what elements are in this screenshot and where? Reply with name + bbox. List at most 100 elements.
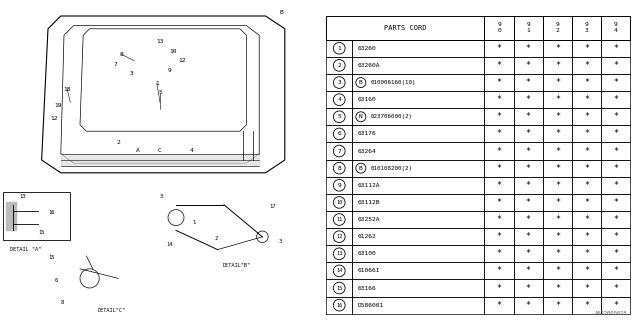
Text: 6: 6 [337,132,341,136]
Text: 1: 1 [337,46,341,51]
Text: *: * [584,198,589,207]
Text: 9: 9 [168,68,172,73]
Text: *: * [613,129,618,139]
Text: 14: 14 [166,243,173,247]
Text: 15: 15 [48,255,54,260]
Text: 010006160(10): 010006160(10) [370,80,415,85]
Text: 9
0: 9 0 [497,22,501,33]
Text: 9
2: 9 2 [556,22,559,33]
Text: 12: 12 [179,58,186,63]
Text: *: * [497,215,502,224]
Text: *: * [526,129,531,139]
Text: *: * [555,95,560,104]
Text: 16: 16 [336,303,342,308]
Text: C: C [158,148,162,153]
Text: *: * [613,301,618,310]
Text: 9
3: 9 3 [585,22,589,33]
Text: DETAIL"B": DETAIL"B" [223,263,251,268]
Text: *: * [526,95,531,104]
Text: *: * [613,181,618,190]
Text: *: * [584,249,589,258]
Text: DETAIL"C": DETAIL"C" [98,308,126,313]
Text: *: * [497,147,502,156]
Text: *: * [613,249,618,258]
Text: *: * [526,232,531,241]
Text: PARTS CORD: PARTS CORD [384,25,427,31]
Text: 63112A: 63112A [358,183,380,188]
Text: B: B [359,80,363,85]
Text: 12: 12 [336,234,342,239]
Text: *: * [584,164,589,173]
Text: 1: 1 [192,220,195,225]
Text: *: * [526,112,531,121]
Text: *: * [555,232,560,241]
Text: 11: 11 [336,217,342,222]
Text: 63264: 63264 [358,148,376,154]
Text: 12: 12 [51,116,58,121]
Text: *: * [497,61,502,70]
Text: A622000028: A622000028 [595,311,627,316]
Text: 2: 2 [337,63,341,68]
Text: *: * [584,129,589,139]
Text: *: * [526,147,531,156]
Text: N: N [359,114,363,119]
Text: 63160: 63160 [358,97,376,102]
Text: 5: 5 [337,114,341,119]
Text: 63176: 63176 [358,132,376,136]
Text: 9
4: 9 4 [614,22,618,33]
Text: 61262: 61262 [358,234,376,239]
Text: *: * [497,164,502,173]
Text: *: * [555,267,560,276]
Text: *: * [613,147,618,156]
Text: *: * [526,164,531,173]
Text: *: * [526,61,531,70]
Text: *: * [497,181,502,190]
Text: 1: 1 [155,81,159,86]
Text: 8: 8 [337,166,341,171]
Text: 010108200(2): 010108200(2) [370,166,412,171]
Text: 2: 2 [116,140,120,145]
Text: *: * [555,78,560,87]
Text: 15: 15 [38,230,45,235]
Text: *: * [555,112,560,121]
Text: 63260A: 63260A [358,63,380,68]
Text: *: * [526,78,531,87]
Text: *: * [613,44,618,53]
Text: 10: 10 [336,200,342,205]
Text: *: * [613,164,618,173]
Text: 63252A: 63252A [358,217,380,222]
Text: 9
1: 9 1 [527,22,530,33]
Text: 63100: 63100 [358,251,376,256]
Text: *: * [584,232,589,241]
Text: 3: 3 [129,71,133,76]
Text: *: * [497,112,502,121]
Text: *: * [613,284,618,292]
Text: A: A [136,148,140,153]
Text: 13: 13 [19,194,26,199]
Text: *: * [526,44,531,53]
Text: *: * [613,61,618,70]
Text: *: * [613,95,618,104]
Text: *: * [526,181,531,190]
Text: *: * [526,249,531,258]
Text: 63260: 63260 [358,46,376,51]
Text: D586001: D586001 [358,303,384,308]
Text: *: * [584,284,589,292]
Text: 7: 7 [337,148,341,154]
Text: *: * [613,267,618,276]
Text: *: * [613,215,618,224]
Text: B: B [280,10,284,15]
Text: *: * [613,198,618,207]
Text: 19: 19 [54,103,61,108]
Text: 3: 3 [337,80,341,85]
Text: *: * [526,301,531,310]
Text: *: * [555,284,560,292]
Text: 9: 9 [337,183,341,188]
Text: *: * [555,44,560,53]
Text: *: * [497,198,502,207]
Text: 16: 16 [48,211,54,215]
Text: 6: 6 [54,277,58,283]
Text: *: * [555,129,560,139]
Text: 18: 18 [63,87,71,92]
Text: *: * [497,129,502,139]
